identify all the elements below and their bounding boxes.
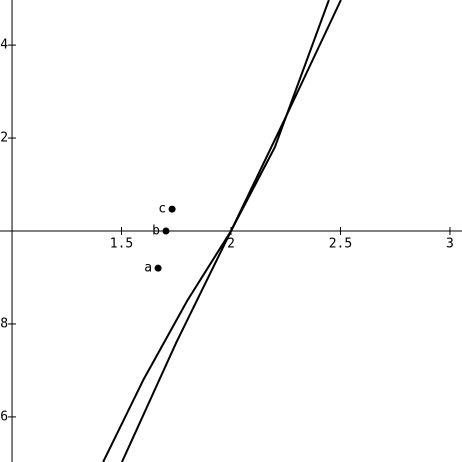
y-tick-label: 8 <box>0 316 8 331</box>
curve <box>121 0 342 462</box>
point-label: b <box>152 224 160 239</box>
y-tick-label: 4 <box>0 38 8 53</box>
y-tick-label: 6 <box>0 409 8 424</box>
x-tick-label: 2 <box>227 237 235 252</box>
x-tick-label: 1.5 <box>110 237 133 252</box>
x-tick-label: 3 <box>446 237 454 252</box>
point <box>154 264 162 272</box>
point-label: a <box>144 261 152 276</box>
point <box>168 205 176 213</box>
point-label: c <box>158 202 166 217</box>
x-tick-label: 2.5 <box>329 237 352 252</box>
point <box>162 227 170 235</box>
y-tick-label: 2 <box>0 131 8 146</box>
